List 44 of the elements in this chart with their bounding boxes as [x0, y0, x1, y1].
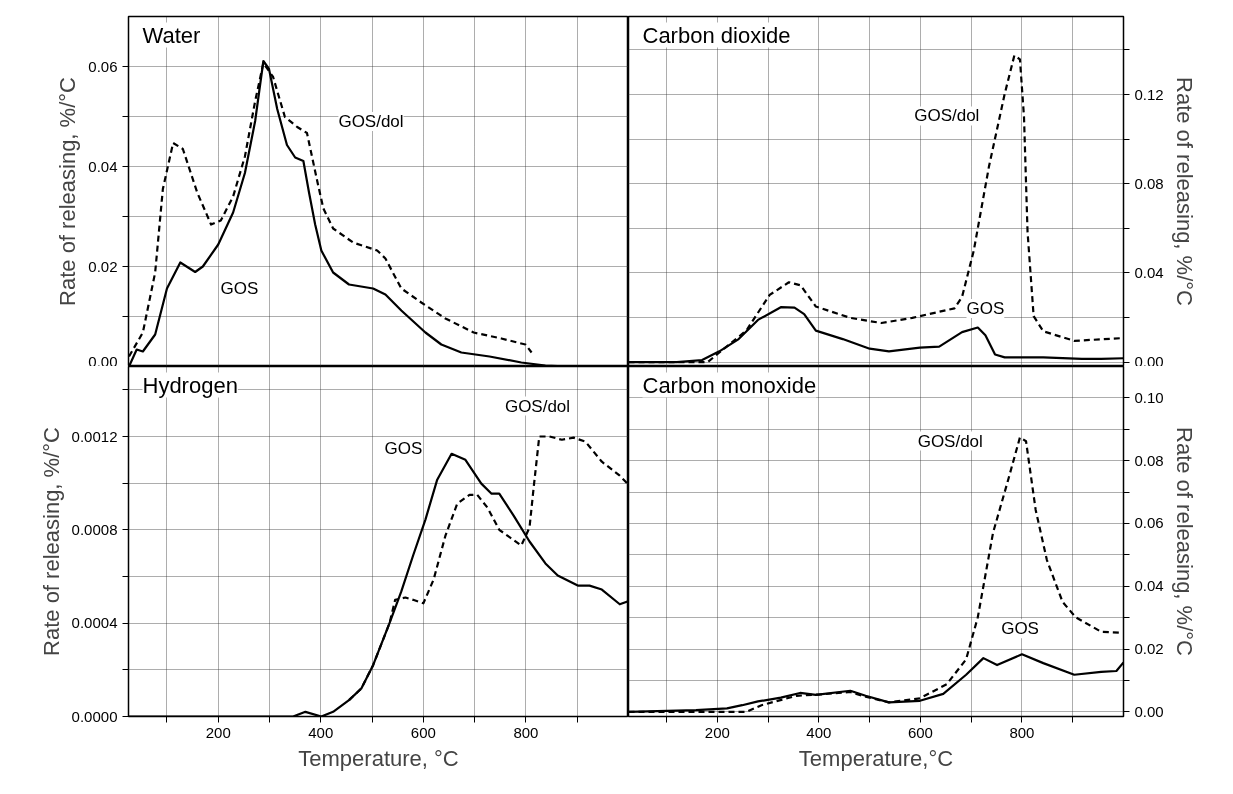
y-tick-label: 0.0000 [71, 707, 118, 725]
x-tick-label: 600 [410, 723, 436, 741]
chart-title: Hydrogen [142, 372, 238, 398]
y-tick-label: 0.02 [88, 257, 118, 275]
y2-tick-label: 0.08 [1134, 174, 1164, 192]
x-axis-title: Temperature,°C [798, 745, 954, 771]
y-tick-label: 0.00 [88, 352, 118, 370]
annotation: GOS [966, 298, 1005, 318]
chart-title: Carbon monoxide [642, 372, 817, 398]
y-tick-label: 0.06 [88, 57, 118, 75]
y-tick-label: 0.04 [88, 157, 118, 175]
annotation: GOS [220, 278, 259, 298]
y2-tick-label: 0.10 [1134, 388, 1164, 406]
y2-tick-label: 0.04 [1134, 263, 1164, 281]
y2-tick-label: 0.08 [1134, 451, 1164, 469]
annotation: GOS/dol [917, 431, 983, 451]
chart-title: Carbon dioxide [642, 22, 791, 48]
y2-tick-label: 0.04 [1134, 577, 1164, 595]
x-tick-label: 800 [1009, 723, 1035, 741]
y2-axis-title: Rate of releasing, %/°C [1171, 77, 1197, 307]
x-axis-title: Temperature, °C [298, 745, 459, 771]
y2-tick-label: 0.02 [1134, 640, 1164, 658]
y-axis-title: Rate of releasing, %/°C [38, 426, 64, 656]
chart-title: Water [142, 22, 201, 48]
y2-tick-label: 0.12 [1134, 85, 1164, 103]
x-tick-label: 800 [513, 723, 539, 741]
y2-tick-label: 0.06 [1134, 514, 1164, 532]
x-tick-label: 400 [308, 723, 334, 741]
x-tick-label: 200 [704, 723, 730, 741]
annotation: GOS/dol [914, 106, 980, 126]
y2-axis-title: Rate of releasing, %/°C [1171, 427, 1197, 657]
x-tick-label: 400 [806, 723, 832, 741]
y2-tick-label: 0.00 [1134, 352, 1164, 370]
annotation: GOS [1001, 619, 1039, 639]
y2-tick-label: 0.00 [1134, 702, 1164, 720]
annotation: GOS [384, 438, 423, 458]
y-axis-title: Rate of releasing, %/°C [55, 76, 81, 306]
y-tick-label: 0.0008 [71, 520, 118, 538]
annotation: GOS/dol [504, 396, 571, 416]
y-tick-label: 0.0012 [71, 427, 118, 445]
y-tick-label: 0.0004 [71, 614, 118, 632]
x-tick-label: 200 [205, 723, 231, 741]
annotation: GOS/dol [338, 112, 404, 131]
x-tick-label: 600 [907, 723, 933, 741]
